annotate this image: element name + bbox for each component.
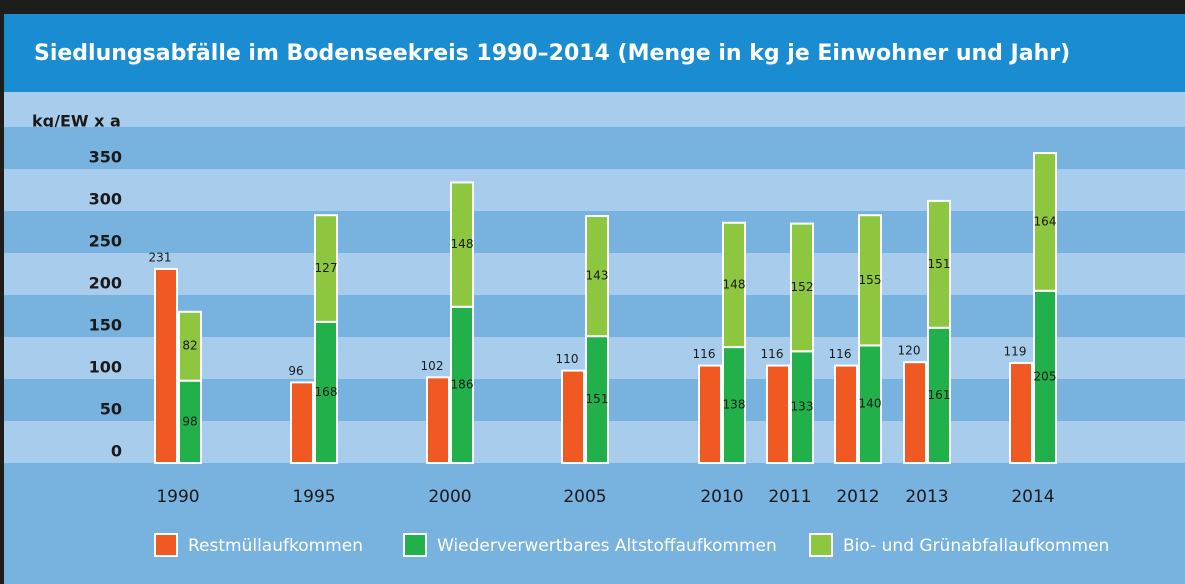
x-tick-label: 2011 xyxy=(768,487,811,507)
data-label: 205 xyxy=(1034,369,1057,383)
bar xyxy=(450,181,474,308)
data-label: 168 xyxy=(315,385,338,399)
bar xyxy=(927,199,951,329)
data-label: 148 xyxy=(723,277,746,291)
x-tick-label: 2014 xyxy=(1011,487,1054,507)
title-bar xyxy=(4,14,1185,92)
data-label: 231 xyxy=(149,250,172,264)
x-tick-label: 1995 xyxy=(292,487,335,507)
legend-label: Bio- und Grünabfallaufkommen xyxy=(843,536,1109,556)
top-band xyxy=(4,92,1185,128)
bar xyxy=(790,222,814,353)
bar xyxy=(314,214,338,323)
data-label: 143 xyxy=(586,269,609,283)
x-tick-label: 2010 xyxy=(700,487,743,507)
y-tick-label: 250 xyxy=(89,232,122,251)
data-label: 96 xyxy=(288,364,303,378)
bar xyxy=(834,364,858,464)
grid-band xyxy=(4,127,1185,169)
bar xyxy=(426,376,450,465)
data-label: 116 xyxy=(761,347,784,361)
legend-swatch xyxy=(403,533,427,557)
x-tick-label: 2005 xyxy=(563,487,606,507)
y-tick-label: 300 xyxy=(89,190,122,209)
data-label: 151 xyxy=(586,392,609,406)
legend-label: Wiederverwertbares Altstoffaufkommen xyxy=(437,536,777,556)
data-label: 138 xyxy=(723,398,746,412)
data-label: 161 xyxy=(928,388,951,402)
bar xyxy=(722,221,746,349)
data-label: 82 xyxy=(182,339,197,353)
legend-swatch xyxy=(809,533,833,557)
data-label: 164 xyxy=(1034,214,1057,228)
bar xyxy=(585,215,609,338)
chart-title: Siedlungsabfälle im Bodenseekreis 1990–2… xyxy=(34,41,1070,66)
bar xyxy=(1009,362,1033,465)
x-tick-label: 1990 xyxy=(156,487,199,507)
data-label: 186 xyxy=(451,377,474,391)
x-tick-label: 2012 xyxy=(836,487,879,507)
data-label: 151 xyxy=(928,257,951,271)
y-tick-label: 0 xyxy=(111,442,122,461)
data-label: 98 xyxy=(182,414,197,428)
data-label: 140 xyxy=(859,397,882,411)
bar xyxy=(766,364,790,464)
data-label: 102 xyxy=(421,359,444,373)
bar xyxy=(858,214,882,347)
data-label: 133 xyxy=(791,400,814,414)
x-tick-label: 2013 xyxy=(905,487,948,507)
bar xyxy=(154,267,178,464)
bar xyxy=(290,381,314,464)
y-tick-label: 350 xyxy=(89,148,122,167)
data-label: 119 xyxy=(1004,345,1027,359)
data-label: 116 xyxy=(829,347,852,361)
data-label: 127 xyxy=(315,261,338,275)
y-tick-label: 100 xyxy=(89,358,122,377)
y-tick-label: 150 xyxy=(89,316,122,335)
legend-swatch xyxy=(154,533,178,557)
y-tick-label: 50 xyxy=(100,400,122,419)
grid-band xyxy=(4,169,1185,211)
bar xyxy=(561,369,585,465)
data-label: 152 xyxy=(791,280,814,294)
legend-label: Restmüllaufkommen xyxy=(188,536,363,556)
x-tick-label: 2000 xyxy=(428,487,471,507)
data-label: 116 xyxy=(693,347,716,361)
bar xyxy=(1033,152,1057,292)
y-tick-label: 200 xyxy=(89,274,122,293)
bar xyxy=(903,361,927,465)
bar xyxy=(698,364,722,464)
data-label: 110 xyxy=(556,352,579,366)
data-label: 155 xyxy=(859,273,882,287)
data-label: 120 xyxy=(898,344,921,358)
data-label: 148 xyxy=(451,237,474,251)
y-axis-label: kg/EW x a xyxy=(32,112,121,131)
bar xyxy=(178,310,202,382)
